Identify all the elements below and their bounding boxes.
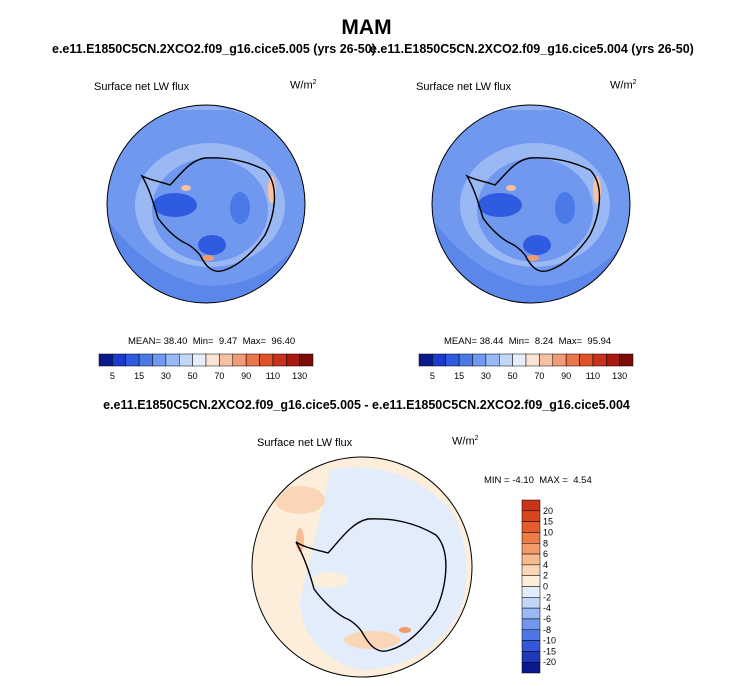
colorbar-tick-label: 2 [543, 571, 548, 581]
colorbar-tick-label: -2 [543, 592, 551, 602]
variable-label-difference: Surface net LW flux [257, 437, 353, 449]
colorbar-swatch [592, 353, 607, 367]
colorbar-swatch [219, 353, 233, 367]
colorbar-left: 5 15 30 50 70 90 110 130 [98, 353, 314, 381]
case-title-left: e.e11.E1850C5CN.2XCO2.f09_g16.cice5.005 … [52, 42, 376, 56]
colorbar-tick-label: 50 [508, 371, 518, 381]
colorbar-tick-label: 15 [543, 517, 553, 527]
colorbar-swatch [272, 353, 287, 367]
colorbar-swatch [98, 353, 113, 367]
colorbar-swatch [418, 353, 433, 367]
difference-title: e.e11.E1850C5CN.2XCO2.f09_g16.cice5.005 … [103, 398, 630, 412]
stats-difference: MIN = -4.10 MAX = 4.54 [484, 475, 592, 486]
colorbar-swatch [521, 661, 541, 674]
colorbar-swatch [125, 353, 140, 367]
colorbar-tick-label: 6 [543, 549, 548, 559]
colorbar-tick-label: 130 [292, 371, 307, 381]
colorbar-swatch [521, 640, 541, 652]
polar-map-right [431, 104, 631, 304]
colorbar-swatch [138, 353, 153, 367]
colorbar-swatch [472, 353, 487, 367]
colorbar-swatch [521, 607, 541, 620]
colorbar-swatch [521, 586, 541, 598]
colorbar-swatch [521, 629, 541, 641]
colorbar-swatch [521, 651, 541, 663]
colorbar-swatch [152, 353, 167, 367]
colorbar-swatch [521, 575, 541, 587]
colorbar-swatch [299, 353, 314, 367]
colorbar-swatch [485, 353, 500, 367]
unit-label-right: W/m2 [610, 79, 637, 92]
stats-left: MEAN= 38.40 Min= 9.47 Max= 96.40 [128, 336, 296, 347]
colorbar-tick-label: 15 [454, 371, 464, 381]
colorbar-swatch [525, 353, 540, 367]
colorbar-swatch [112, 353, 126, 367]
colorbar-tick-label: 110 [266, 371, 280, 381]
colorbar-tick-label: 90 [241, 371, 251, 381]
colorbar-swatch [521, 553, 541, 566]
colorbar-tick-label: 90 [561, 371, 571, 381]
unit-label-left: W/m2 [290, 79, 317, 92]
colorbar-swatch [521, 510, 541, 522]
colorbar-tick-label: -6 [543, 614, 551, 624]
colorbar-swatch [179, 353, 193, 367]
colorbar-right: 5 15 30 50 70 90 110 130 [418, 353, 634, 381]
colorbar-tick-label: -20 [543, 657, 556, 667]
colorbar-swatch [286, 353, 300, 367]
colorbar-swatch [259, 353, 274, 367]
colorbar-swatch [521, 564, 541, 576]
colorbar-swatch [432, 353, 446, 367]
colorbar-tick-label: 20 [543, 506, 553, 516]
colorbar-swatch [521, 618, 541, 630]
colorbar-tick-label: -8 [543, 625, 551, 635]
colorbar-swatch [512, 353, 527, 367]
polar-map-left [106, 104, 306, 304]
case-title-right: e.e11.E1850C5CN.2XCO2.f09_g16.cice5.004 … [370, 42, 694, 56]
colorbar-tick-label: 70 [534, 371, 544, 381]
colorbar-tick-label: -4 [543, 603, 551, 613]
colorbar-tick-label: 10 [543, 527, 553, 537]
variable-label-left: Surface net LW flux [94, 81, 190, 93]
colorbar-tick-label: 0 [543, 582, 548, 592]
colorbar-swatch [245, 353, 260, 367]
colorbar-swatch [458, 353, 473, 367]
colorbar-tick-label: 130 [612, 371, 627, 381]
colorbar-swatch [521, 532, 541, 544]
polar-map-difference [251, 456, 473, 678]
colorbar-swatch [521, 521, 541, 533]
season-title: MAM [341, 16, 392, 39]
colorbar-swatch [521, 597, 541, 609]
colorbar-tick-label: -15 [543, 646, 556, 656]
colorbar-swatch [521, 499, 541, 512]
stats-right: MEAN= 38.44 Min= 8.24 Max= 95.94 [444, 336, 612, 347]
unit-label-difference: W/m2 [452, 435, 479, 448]
colorbar-tick-label: 8 [543, 538, 548, 548]
colorbar-swatch [619, 353, 634, 367]
colorbar-tick-label: 4 [543, 560, 548, 570]
colorbar-tick-label: 30 [481, 371, 491, 381]
colorbar-swatch [552, 353, 567, 367]
variable-label-right: Surface net LW flux [416, 81, 512, 93]
colorbar-swatch [539, 353, 553, 367]
colorbar-swatch [445, 353, 460, 367]
colorbar-swatch [232, 353, 247, 367]
colorbar-swatch [565, 353, 580, 367]
colorbar-swatch [606, 353, 620, 367]
colorbar-swatch [192, 353, 207, 367]
colorbar-tick-label: -10 [543, 636, 556, 646]
colorbar-swatch [205, 353, 220, 367]
colorbar-swatch [521, 543, 541, 555]
colorbar-swatch [579, 353, 594, 367]
colorbar-tick-label: 15 [134, 371, 144, 381]
colorbar-tick-label: 110 [586, 371, 600, 381]
colorbar-swatch [165, 353, 180, 367]
colorbar-tick-label: 30 [161, 371, 171, 381]
colorbar-tick-label: 70 [214, 371, 224, 381]
colorbar-tick-label: 50 [188, 371, 198, 381]
colorbar-swatch [499, 353, 513, 367]
colorbar-tick-label: 5 [430, 371, 435, 381]
colorbar-tick-label: 5 [110, 371, 115, 381]
